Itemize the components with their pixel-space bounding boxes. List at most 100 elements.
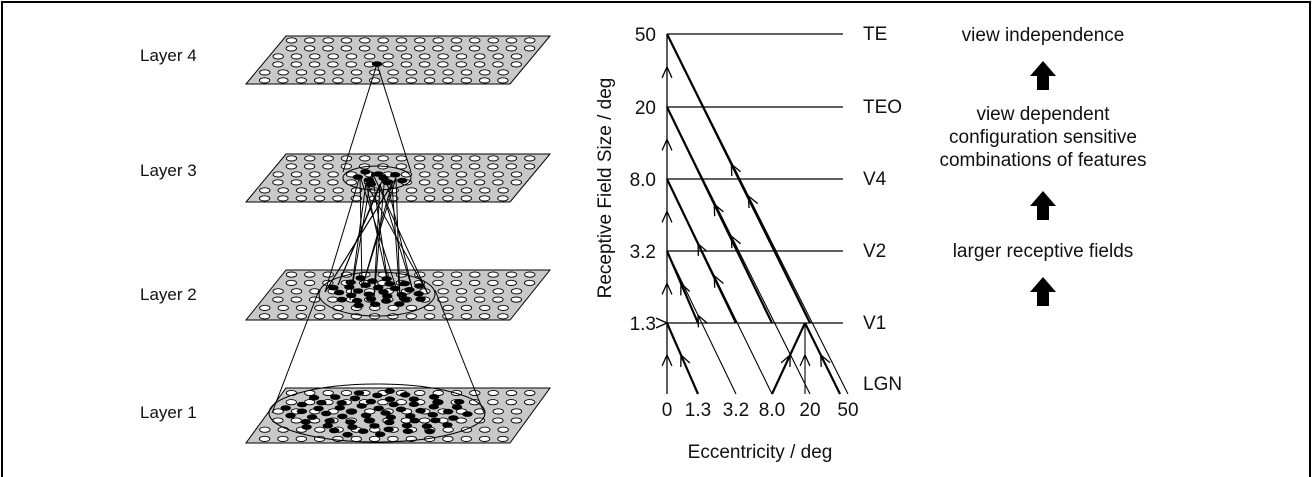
layer-3-plane <box>244 153 552 203</box>
network-cell <box>487 279 499 286</box>
network-cell <box>437 296 449 303</box>
network-cell <box>497 187 509 194</box>
network-cell <box>455 296 467 303</box>
network-cell <box>345 179 357 186</box>
network-cell <box>272 179 284 186</box>
network-cell <box>450 155 463 162</box>
network-cell <box>377 155 389 162</box>
network-cell <box>442 426 454 433</box>
network-cell <box>505 389 518 397</box>
network-cell <box>314 304 326 311</box>
network-cell <box>492 288 504 295</box>
network-cell <box>524 155 536 162</box>
active-cell <box>356 403 367 409</box>
network-cell <box>359 37 371 44</box>
network-cell <box>304 37 316 44</box>
active-cell <box>390 172 401 178</box>
network-cell <box>474 288 486 295</box>
area-v1: V1 <box>863 313 886 334</box>
network-cell <box>455 171 468 178</box>
noop <box>655 317 669 329</box>
network-cell <box>285 279 297 286</box>
network-cell <box>400 53 413 60</box>
network-cell <box>395 155 408 162</box>
network-cell <box>450 271 463 278</box>
active-cell <box>382 293 393 299</box>
active-cell <box>384 388 395 394</box>
network-cell <box>308 61 321 68</box>
active-cell <box>394 301 405 307</box>
network-cell <box>290 171 303 178</box>
network-cell <box>505 37 518 44</box>
network-cell <box>295 435 307 442</box>
network-cell <box>523 399 536 406</box>
network-cell <box>492 171 504 178</box>
network-cell <box>395 45 407 52</box>
y-tick-50: 50 <box>635 25 656 46</box>
network-cell <box>460 195 472 202</box>
network-cell <box>497 313 509 320</box>
active-cell <box>421 423 433 430</box>
network-cell <box>340 37 353 44</box>
active-cell <box>430 417 441 424</box>
active-cell <box>351 297 363 304</box>
network-cell <box>304 271 316 278</box>
active-cell <box>333 289 345 296</box>
network-cell <box>487 163 499 170</box>
network-cell <box>258 313 271 320</box>
network-cell <box>455 179 467 186</box>
network-cell <box>387 69 399 76</box>
active-cell <box>363 417 375 424</box>
layer-4-plane <box>244 35 552 85</box>
active-cell <box>322 422 333 429</box>
active-cell <box>329 427 340 434</box>
properties-column: view independence view dependent configu… <box>939 25 1147 306</box>
y-tick-1-3: 1.3 <box>630 314 656 335</box>
active-cell <box>395 406 407 413</box>
network-cell <box>332 195 344 202</box>
active-cell <box>405 413 416 419</box>
active-cell <box>442 422 453 428</box>
network-cell <box>322 389 334 397</box>
network-cell <box>424 187 436 194</box>
active-cell <box>316 399 327 406</box>
network-cell <box>377 399 389 406</box>
layer-network <box>244 35 552 444</box>
x-tick-8: 8.0 <box>759 400 785 421</box>
active-cell <box>400 296 411 303</box>
network-cell <box>285 45 297 52</box>
network-cell <box>350 69 363 76</box>
network-cell <box>358 45 371 52</box>
network-cell <box>473 296 486 303</box>
network-cell <box>479 187 491 194</box>
network-cell <box>405 313 417 320</box>
network-cell <box>510 417 522 424</box>
network-cell <box>345 61 357 68</box>
active-cell <box>388 401 399 408</box>
active-cell <box>384 281 395 287</box>
network-cell <box>413 163 426 170</box>
network-cell <box>450 45 462 52</box>
x-tick-3-2: 3.2 <box>723 400 749 421</box>
network-cell <box>259 304 271 311</box>
pathway-v1-v2-thin <box>666 250 737 395</box>
network-cell <box>313 195 326 202</box>
active-cell <box>313 405 324 412</box>
peripheral-right <box>804 322 841 395</box>
network-cell <box>290 288 303 295</box>
active-cell <box>414 283 425 289</box>
active-cell <box>328 284 339 291</box>
property-view-dependent: view dependent <box>976 104 1110 125</box>
network-cell <box>277 77 289 84</box>
network-cell <box>327 53 339 60</box>
active-cell <box>365 398 377 405</box>
network-cell <box>510 171 523 178</box>
network-cell <box>405 77 417 84</box>
active-cell <box>383 426 394 433</box>
network-cell <box>364 53 376 60</box>
network-cell <box>497 426 509 433</box>
network-cell <box>290 417 302 424</box>
network-cell <box>327 61 339 68</box>
network-cell <box>332 313 344 320</box>
network-cell <box>432 279 444 286</box>
